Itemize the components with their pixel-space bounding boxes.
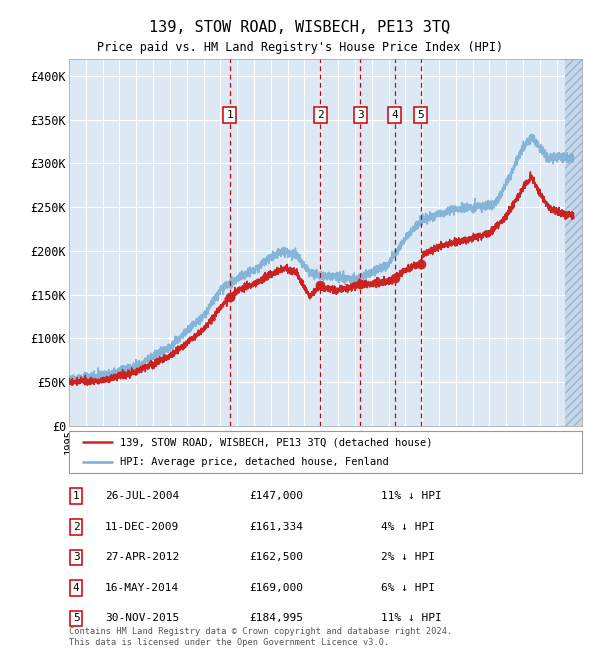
Text: 11-DEC-2009: 11-DEC-2009 bbox=[105, 522, 179, 532]
Text: 2: 2 bbox=[317, 111, 323, 120]
Text: 16-MAY-2014: 16-MAY-2014 bbox=[105, 583, 179, 593]
Text: 3: 3 bbox=[73, 552, 80, 562]
Text: 139, STOW ROAD, WISBECH, PE13 3TQ: 139, STOW ROAD, WISBECH, PE13 3TQ bbox=[149, 20, 451, 36]
Text: £162,500: £162,500 bbox=[249, 552, 303, 562]
Text: 139, STOW ROAD, WISBECH, PE13 3TQ (detached house): 139, STOW ROAD, WISBECH, PE13 3TQ (detac… bbox=[121, 437, 433, 447]
Text: HPI: Average price, detached house, Fenland: HPI: Average price, detached house, Fenl… bbox=[121, 457, 389, 467]
Text: 11% ↓ HPI: 11% ↓ HPI bbox=[381, 491, 442, 501]
Text: 6% ↓ HPI: 6% ↓ HPI bbox=[381, 583, 435, 593]
Text: 4: 4 bbox=[73, 583, 80, 593]
Text: 4% ↓ HPI: 4% ↓ HPI bbox=[381, 522, 435, 532]
Text: 3: 3 bbox=[357, 111, 364, 120]
Text: 4: 4 bbox=[391, 111, 398, 120]
Text: £184,995: £184,995 bbox=[249, 614, 303, 623]
Text: 2% ↓ HPI: 2% ↓ HPI bbox=[381, 552, 435, 562]
Text: 5: 5 bbox=[418, 111, 424, 120]
Text: Price paid vs. HM Land Registry's House Price Index (HPI): Price paid vs. HM Land Registry's House … bbox=[97, 41, 503, 54]
Text: Contains HM Land Registry data © Crown copyright and database right 2024.
This d: Contains HM Land Registry data © Crown c… bbox=[69, 627, 452, 647]
Text: £161,334: £161,334 bbox=[249, 522, 303, 532]
Bar bbox=[565, 58, 582, 426]
Text: £147,000: £147,000 bbox=[249, 491, 303, 501]
Text: £169,000: £169,000 bbox=[249, 583, 303, 593]
Text: 27-APR-2012: 27-APR-2012 bbox=[105, 552, 179, 562]
Text: 1: 1 bbox=[227, 111, 233, 120]
Text: 5: 5 bbox=[73, 614, 80, 623]
Text: 30-NOV-2015: 30-NOV-2015 bbox=[105, 614, 179, 623]
Text: 2: 2 bbox=[73, 522, 80, 532]
Text: 1: 1 bbox=[73, 491, 80, 501]
Text: 11% ↓ HPI: 11% ↓ HPI bbox=[381, 614, 442, 623]
Text: 26-JUL-2004: 26-JUL-2004 bbox=[105, 491, 179, 501]
